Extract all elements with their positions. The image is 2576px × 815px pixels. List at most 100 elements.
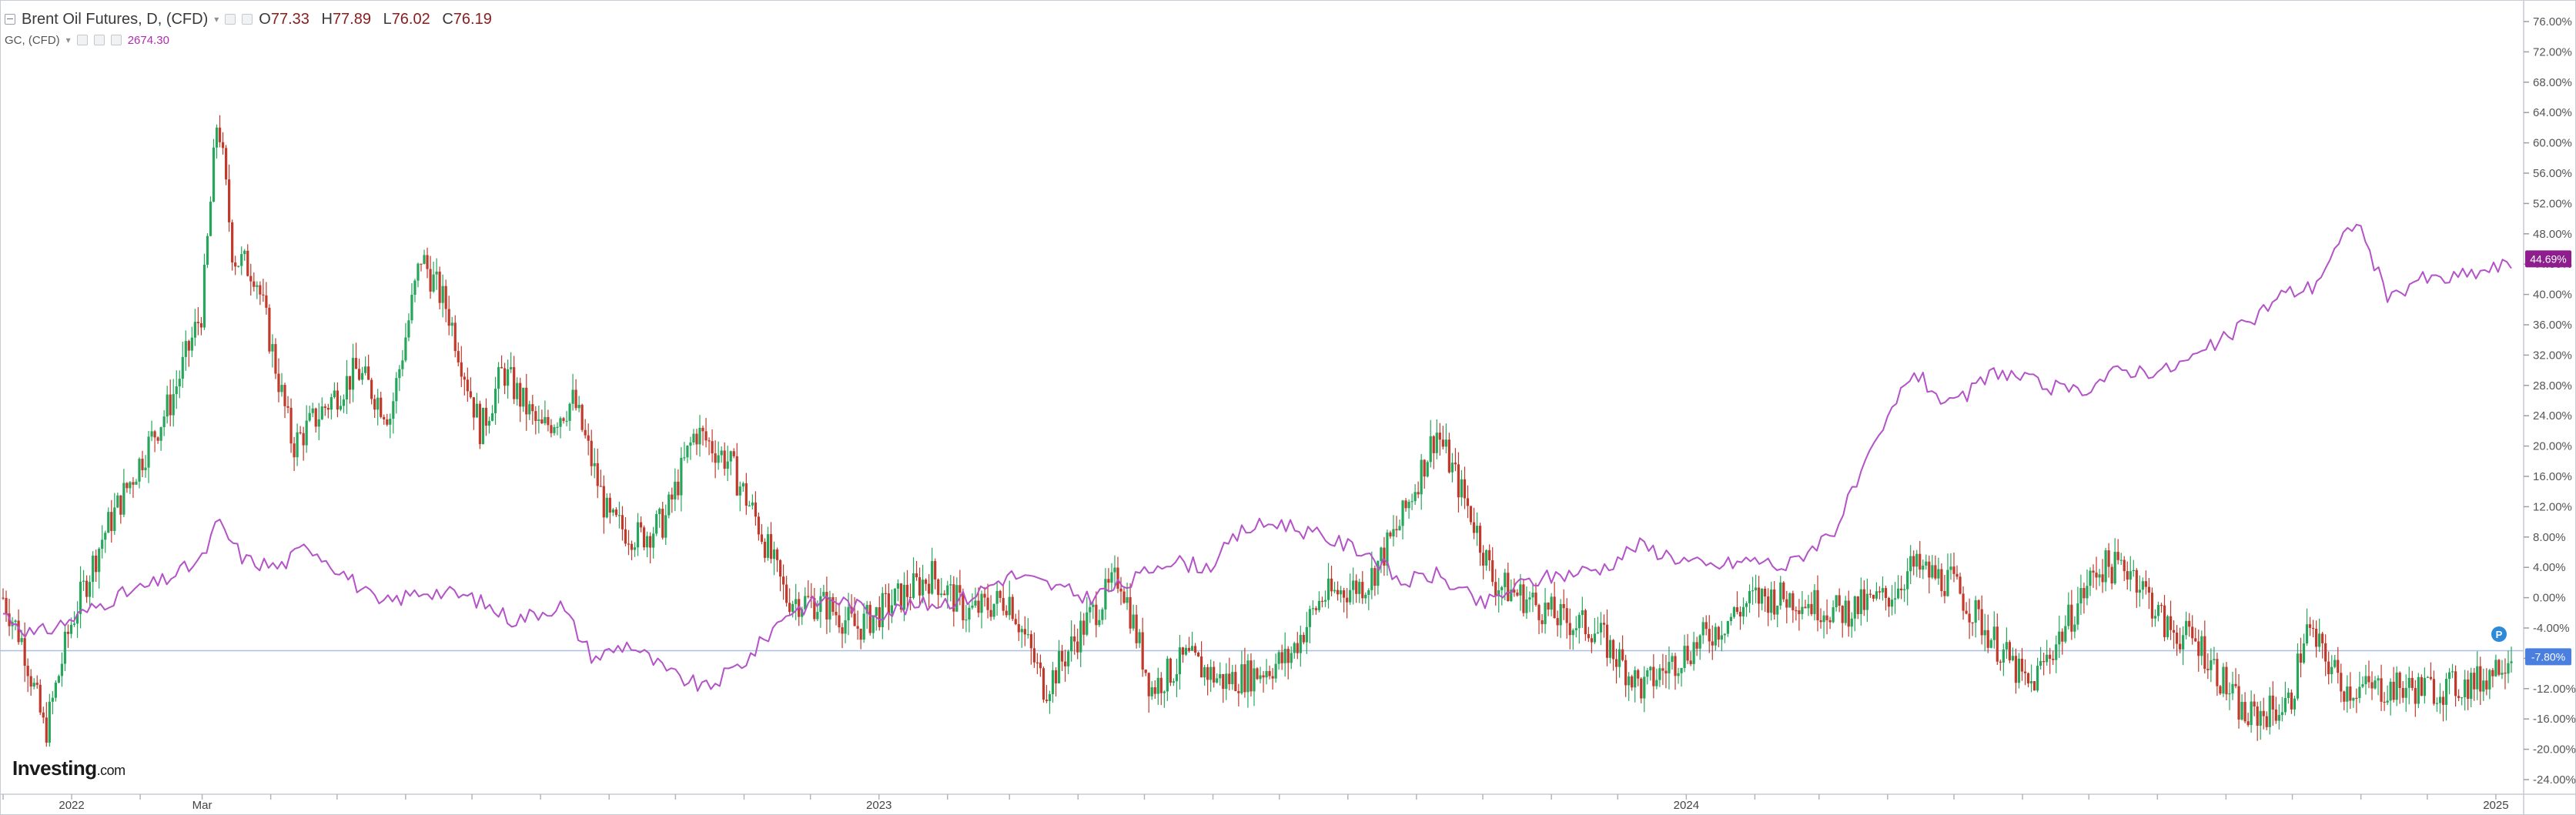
candle-body <box>1340 590 1343 595</box>
candle-body <box>884 593 887 594</box>
logo-brand: Investing <box>12 757 97 780</box>
candle-body <box>1317 600 1321 610</box>
candle-body <box>1302 634 1305 643</box>
candle-body <box>132 482 135 485</box>
candle-body <box>1067 651 1070 666</box>
candle-body <box>293 443 296 458</box>
candle-body <box>1605 624 1609 658</box>
candle-body <box>1253 668 1256 692</box>
series-settings-icon[interactable] <box>242 14 253 25</box>
candle-body <box>2308 624 2312 628</box>
candle-body <box>1928 561 1931 578</box>
candle-body <box>2457 696 2461 698</box>
candle-body <box>2210 660 2213 670</box>
collapse-legend-icon[interactable] <box>5 14 15 25</box>
candle-body <box>1729 616 1732 622</box>
candle-body <box>237 266 240 267</box>
candle-body <box>296 432 299 458</box>
hide-series-icon[interactable] <box>225 14 236 25</box>
candle-body <box>450 322 453 326</box>
candle-body <box>1482 553 1485 566</box>
candle-body <box>1856 596 1859 614</box>
candle-body <box>732 451 735 456</box>
candle-body <box>1748 591 1751 603</box>
candle-body <box>698 427 701 445</box>
candle-body <box>2497 660 2501 675</box>
candle-body <box>605 497 608 518</box>
candle-body <box>1723 633 1726 636</box>
candle-body <box>413 280 417 295</box>
candle-body <box>590 440 593 466</box>
candle-body <box>968 607 971 620</box>
candle-body <box>48 701 51 743</box>
candle-body <box>1336 590 1340 595</box>
candle-body <box>404 337 407 361</box>
candle-body <box>782 576 785 585</box>
candle-body <box>2153 616 2157 619</box>
candle-body <box>2370 682 2374 689</box>
candle-body <box>1859 589 1862 614</box>
candle-body <box>2482 680 2485 692</box>
candle-body <box>2268 695 2271 727</box>
candle-body <box>305 420 308 446</box>
candle-body <box>2107 550 2110 567</box>
y-tick-label: 16.00% <box>2533 470 2572 483</box>
candle-body <box>1225 673 1228 690</box>
candle-body <box>2510 661 2513 663</box>
compare-settings-icon[interactable] <box>93 35 105 45</box>
candle-body <box>417 263 420 281</box>
high-label: H <box>321 10 333 28</box>
hide-compare-icon[interactable] <box>76 35 88 45</box>
p-marker-icon[interactable] <box>2491 626 2507 642</box>
candle-body <box>1404 500 1407 509</box>
candle-body <box>2169 616 2173 630</box>
candle-body <box>2352 697 2355 701</box>
candle-body <box>2277 715 2280 721</box>
candle-body <box>785 584 788 603</box>
candle-body <box>528 404 531 415</box>
chevron-down-icon[interactable]: ▾ <box>214 14 219 25</box>
candle-body <box>1262 675 1265 678</box>
candle-body <box>859 628 862 640</box>
candle-body <box>1293 643 1296 653</box>
candle-body <box>738 486 741 496</box>
candle-body <box>856 626 859 629</box>
candle-body <box>1980 609 1983 636</box>
candle-body <box>478 403 482 445</box>
candle-body <box>101 539 104 549</box>
candle-body <box>1999 661 2002 663</box>
candle-body <box>2417 676 2420 704</box>
candle-body <box>1392 529 1395 537</box>
candle-body <box>423 255 426 264</box>
candle-body <box>2296 653 2300 699</box>
candle-body <box>2333 660 2337 667</box>
candle-body <box>1246 660 1250 693</box>
remove-compare-icon[interactable] <box>110 35 122 45</box>
candle-body <box>1463 479 1467 499</box>
candle-body <box>643 527 646 548</box>
candle-body <box>2311 627 2315 630</box>
candle-body <box>1761 588 1764 604</box>
candle-body <box>2092 570 2095 573</box>
candle-body <box>931 561 934 594</box>
candle-body <box>775 549 779 560</box>
candle-body <box>633 547 637 550</box>
candle-body <box>516 382 519 399</box>
candle-body <box>1488 549 1491 561</box>
candle-body <box>2058 631 2061 645</box>
candle-body <box>1234 672 1237 691</box>
chevron-down-icon[interactable]: ▾ <box>65 35 71 45</box>
candle-body <box>577 404 580 409</box>
candle-body <box>2473 673 2476 690</box>
candle-body <box>510 367 513 369</box>
x-tick-label: 2025 <box>2483 799 2508 812</box>
candle-body <box>380 397 383 417</box>
candle-body <box>1810 603 1813 614</box>
candle-body <box>1398 526 1401 531</box>
candle-body <box>1528 597 1531 600</box>
candle-body <box>2380 678 2383 702</box>
candle-body <box>723 450 726 469</box>
candle-body <box>1352 580 1355 590</box>
candle-body <box>457 351 460 362</box>
